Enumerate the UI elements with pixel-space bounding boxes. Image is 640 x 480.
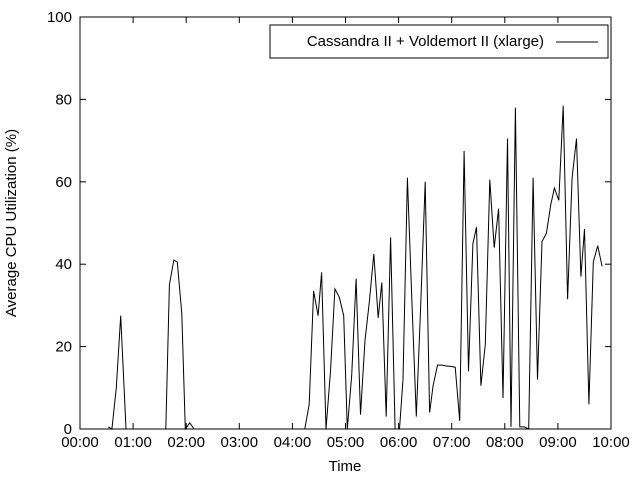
- legend-box: [269, 24, 609, 59]
- y-axis-label: Average CPU Utilization (%): [3, 129, 20, 317]
- x-tick-label: 07:00: [433, 434, 471, 451]
- x-tick-label: 00:00: [61, 434, 99, 451]
- x-tick-label: 03:00: [221, 434, 259, 451]
- y-tick-label: 60: [55, 174, 72, 191]
- x-tick-label: 08:00: [486, 434, 524, 451]
- x-tick-label: 10:00: [592, 434, 630, 451]
- y-tick-label: 40: [55, 256, 72, 273]
- y-tick-label: 20: [55, 339, 72, 356]
- series-layer: [108, 105, 603, 431]
- y-tick-label: 0: [64, 421, 72, 438]
- legend-label: Cassandra II + Voldemort II (xlarge): [307, 33, 544, 50]
- x-tick-label: 04:00: [274, 434, 312, 451]
- y-axis-ticks: 0 20 40 60 80 100: [47, 9, 611, 438]
- x-tick-label: 09:00: [539, 434, 577, 451]
- x-axis-ticks: 00:00 01:00 02:00 03:00 04:00 05:00 06:00 07:00…: [61, 17, 630, 451]
- y-tick-label: 100: [47, 9, 72, 26]
- x-tick-label: 02:00: [167, 434, 205, 451]
- x-tick-label: 01:00: [114, 434, 152, 451]
- series-line: [108, 105, 603, 431]
- x-tick-label: 06:00: [380, 434, 418, 451]
- y-tick-label: 80: [55, 91, 72, 108]
- legend: Cassandra II + Voldemort II (xlarge): [269, 24, 609, 59]
- x-axis-label: Time: [329, 458, 362, 475]
- x-tick-label: 05:00: [327, 434, 365, 451]
